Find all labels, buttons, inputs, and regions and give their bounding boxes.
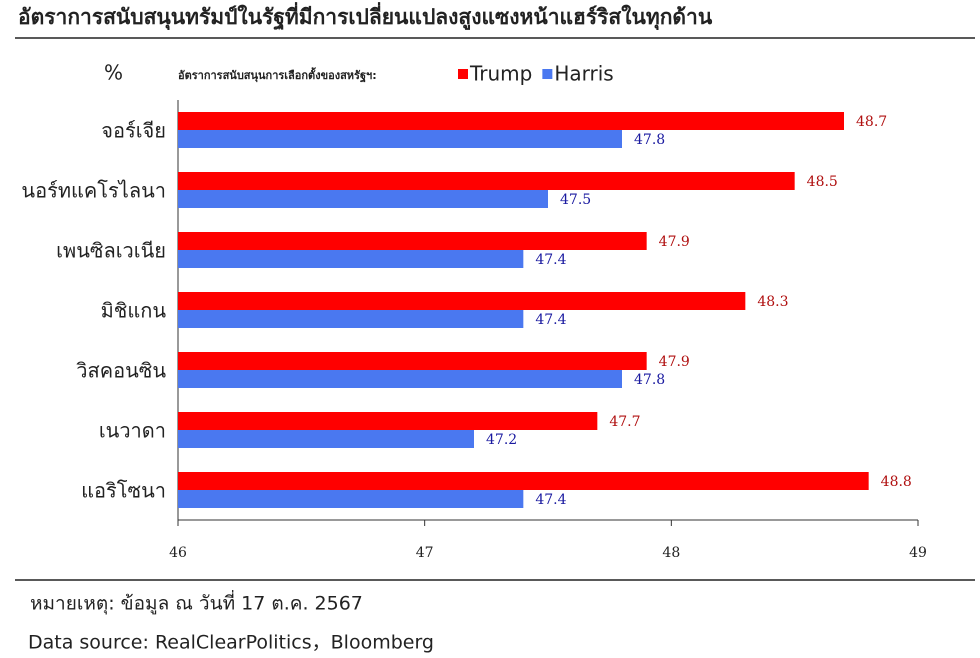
legend-label: Trump	[469, 62, 532, 86]
y-tick-label: มิชิแกน	[101, 299, 167, 323]
source: Data source: RealClearPolitics，Bloomberg	[28, 632, 434, 654]
y-tick-label: จอร์เจีย	[101, 119, 166, 143]
unit-label: %	[104, 61, 123, 85]
value-label: 47.9	[659, 234, 690, 250]
bar	[178, 352, 647, 370]
legend-label: Harris	[554, 62, 613, 86]
value-label: 47.2	[486, 432, 517, 448]
bar	[178, 310, 524, 328]
value-label: 47.8	[634, 372, 665, 388]
bar	[178, 172, 795, 190]
legend-swatch	[542, 69, 553, 79]
bar	[178, 250, 524, 268]
value-label: 47.4	[535, 252, 566, 268]
legend-title: อัตราการสนับสนุนการเลือกตั้งของสหรัฐฯ:	[178, 67, 377, 83]
value-label: 47.4	[535, 492, 566, 508]
bar	[178, 190, 548, 208]
bar	[178, 412, 598, 430]
value-label: 47.8	[634, 132, 665, 148]
value-label: 47.5	[560, 192, 591, 208]
value-label: 47.9	[659, 354, 690, 370]
bar	[178, 112, 844, 130]
bar	[178, 430, 474, 448]
bar	[178, 130, 622, 148]
bar	[178, 472, 869, 490]
chart-title: อัตราการสนับสนุนทรัมป์ในรัฐที่มีการเปลี่…	[18, 1, 713, 31]
y-tick-label: เพนซิลเวเนีย	[56, 239, 166, 263]
value-label: 47.4	[535, 312, 566, 328]
y-tick-label: เนวาดา	[99, 419, 166, 443]
x-tick-label: 46	[169, 545, 187, 561]
y-tick-label: นอร์ทแคโรไลนา	[21, 179, 166, 203]
value-label: 48.5	[807, 174, 838, 190]
x-tick-label: 49	[909, 545, 927, 561]
bar	[178, 292, 746, 310]
y-tick-label: แอริโซนา	[81, 479, 166, 503]
bar	[178, 490, 524, 508]
x-tick-label: 47	[416, 545, 434, 561]
value-label: 48.7	[856, 114, 887, 130]
value-label: 48.8	[881, 474, 912, 490]
y-tick-label: วิสคอนซิน	[76, 359, 166, 383]
value-label: 48.3	[757, 294, 788, 310]
bar	[178, 370, 622, 388]
bar	[178, 232, 647, 250]
value-label: 47.7	[609, 414, 640, 430]
legend-swatch	[458, 69, 468, 79]
note: หมายเหตุ: ข้อมูล ณ วันที่ 17 ต.ค. 2567	[30, 590, 363, 616]
x-tick-label: 48	[662, 545, 680, 561]
